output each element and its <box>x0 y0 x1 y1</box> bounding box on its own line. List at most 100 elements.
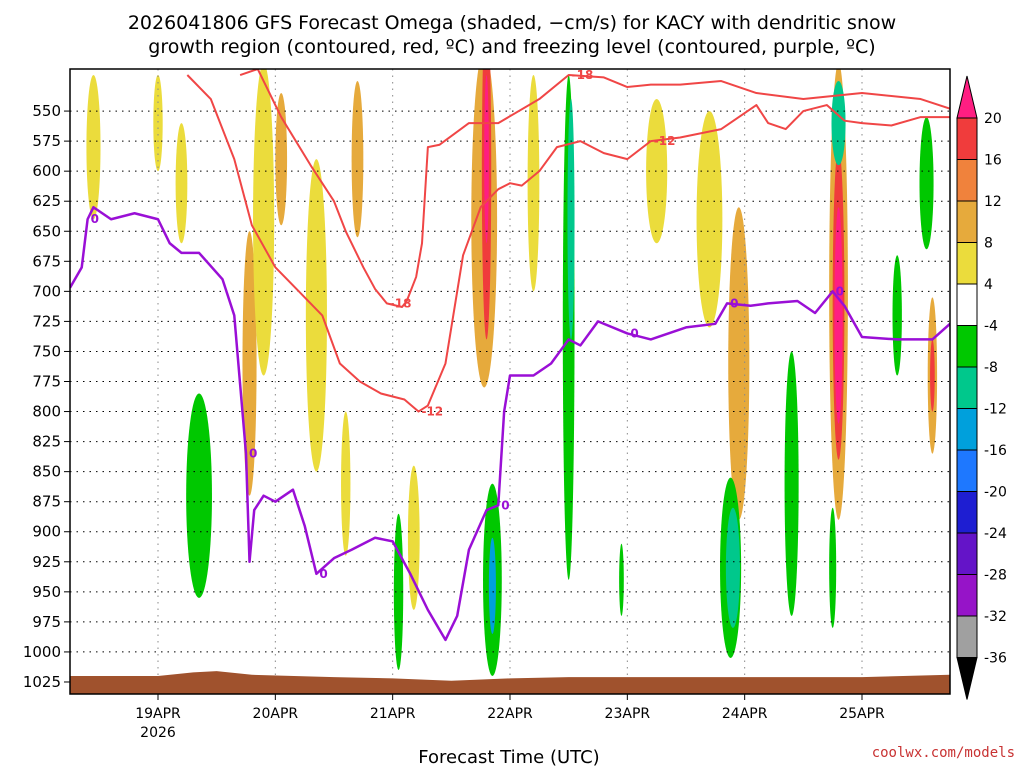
omega-shade-cell <box>696 111 723 328</box>
colorbar-band <box>956 408 978 451</box>
colorbar-label: 12 <box>984 194 1002 210</box>
freezing-level-line <box>70 205 950 642</box>
colorbar-band <box>956 283 978 326</box>
freezing-level-label: 0 <box>730 296 738 310</box>
x-tick-label: 25APR <box>839 706 885 722</box>
x-tick-label: 19APR <box>135 706 181 722</box>
colorbar-label: -28 <box>984 568 1007 584</box>
x-axis-label: Forecast Time (UTC) <box>418 747 599 768</box>
y-tick-label: 675 <box>32 252 61 270</box>
colorbar-label: -20 <box>984 485 1007 501</box>
y-axis: 550 575 600 625 650 675 700 725 750 775 800 825 850 8… <box>23 102 70 691</box>
x-tick-label: 24APR <box>722 706 768 722</box>
y-tick-label: 825 <box>32 433 61 451</box>
omega-shade-cell <box>253 69 275 376</box>
omega-shade-cell <box>619 543 624 616</box>
omega-shade-cell <box>305 159 327 472</box>
x-tick-label: 23APR <box>605 706 651 722</box>
y-tick-label: 950 <box>32 583 61 601</box>
x-tick-label: 22APR <box>487 706 533 722</box>
colorbar: 20 16 12 8 4 -4 -8 -12 -16 -20 -24 -28 -32 -36 <box>956 75 1007 700</box>
omega-shade-cell <box>527 75 540 292</box>
y-tick-label: 775 <box>32 373 61 391</box>
y-tick-label: 575 <box>32 132 61 150</box>
x-axis: 19APR 2026 20APR 21APR 22APR 23APR 24APR 25APR <box>135 694 885 741</box>
y-tick-label: 625 <box>32 192 61 210</box>
y-tick-label: 750 <box>32 342 61 360</box>
y-tick-label: 725 <box>32 312 61 330</box>
colorbar-band <box>956 574 978 617</box>
colorbar-band <box>956 325 978 368</box>
terrain-surface <box>70 671 950 694</box>
y-tick-label: 1000 <box>23 643 61 661</box>
colorbar-band <box>956 491 978 534</box>
colorbar-label: 16 <box>984 153 1002 169</box>
colorbar-band <box>956 366 978 409</box>
freezing-level-label: 0 <box>249 447 257 461</box>
colorbar-label: -4 <box>984 319 998 335</box>
omega-shade-cell <box>153 75 163 172</box>
omega-shade-cell <box>341 411 351 556</box>
y-tick-label: 900 <box>32 523 61 541</box>
omega-shade-cell <box>829 507 837 628</box>
colorbar-band <box>956 615 978 658</box>
colorbar-label: 4 <box>984 277 993 293</box>
omega-shade-cell <box>175 123 188 244</box>
colorbar-label: -24 <box>984 526 1007 542</box>
y-tick-label: 600 <box>32 162 61 180</box>
freezing-level-label: 0 <box>319 567 327 581</box>
omega-shade-cell <box>784 351 799 616</box>
freezing-level-label: 0 <box>501 498 509 512</box>
colorbar-label: -8 <box>984 360 998 376</box>
dgz-contour-line <box>239 69 950 308</box>
omega-shade-cell <box>186 393 212 598</box>
omega-shade-cell <box>488 537 496 634</box>
dgz-contour-label: -12 <box>654 134 676 148</box>
colorbar-label: -16 <box>984 443 1007 459</box>
dgz-contour-label: -18 <box>572 68 594 82</box>
colorbar-top-arrow <box>956 75 978 119</box>
y-tick-label: 650 <box>32 222 61 240</box>
colorbar-band <box>956 532 978 575</box>
contour-layer: -18 -18 -12 -12 0 0 0 0 0 0 0 <box>70 68 950 642</box>
freezing-level-label: 0 <box>836 284 844 298</box>
colorbar-band <box>956 200 978 243</box>
omega-shade-cell <box>242 231 257 496</box>
y-tick-label: 925 <box>32 553 61 571</box>
colorbar-label: -32 <box>984 609 1007 625</box>
omega-shade-cell <box>831 81 846 166</box>
omega-shade-cell <box>892 255 902 376</box>
omega-shade-cell <box>930 339 935 412</box>
omega-shade-cell <box>919 117 934 250</box>
omega-shade-cell <box>646 99 668 244</box>
x-tick-label: 20APR <box>253 706 299 722</box>
y-tick-label: 700 <box>32 282 61 300</box>
colorbar-bottom-arrow <box>956 657 978 700</box>
y-tick-label: 550 <box>32 102 61 120</box>
y-tick-label: 875 <box>32 493 61 511</box>
x-tick-label: 21APR <box>370 706 416 722</box>
chart-title-line-1: 2026041806 GFS Forecast Omega (shaded, −… <box>128 12 896 34</box>
omega-shade-cell <box>728 207 750 520</box>
omega-shade-cell <box>393 513 404 670</box>
colorbar-label: -12 <box>984 402 1007 418</box>
omega-shade-cell <box>725 507 740 628</box>
y-tick-label: 1025 <box>23 673 61 691</box>
terrain-layer <box>70 671 950 694</box>
dgz-contour-label: -12 <box>421 405 443 419</box>
colorbar-band <box>956 159 978 202</box>
colorbar-band <box>956 449 978 492</box>
y-tick-label: 850 <box>32 463 61 481</box>
y-tick-label: 975 <box>32 613 61 631</box>
omega-shade-cell <box>86 75 101 220</box>
omega-shade-cell <box>484 75 489 244</box>
omega-shading-layer <box>86 69 938 676</box>
freezing-level-label: 0 <box>630 326 638 340</box>
chart-title-line-2: growth region (contoured, red, ºC) and f… <box>148 36 875 58</box>
colorbar-band <box>956 117 978 160</box>
dgz-contour-label: -18 <box>390 296 412 310</box>
x-tick-year-label: 2026 <box>140 725 176 741</box>
colorbar-label: 20 <box>984 111 1002 127</box>
omega-shade-cell <box>567 99 575 340</box>
